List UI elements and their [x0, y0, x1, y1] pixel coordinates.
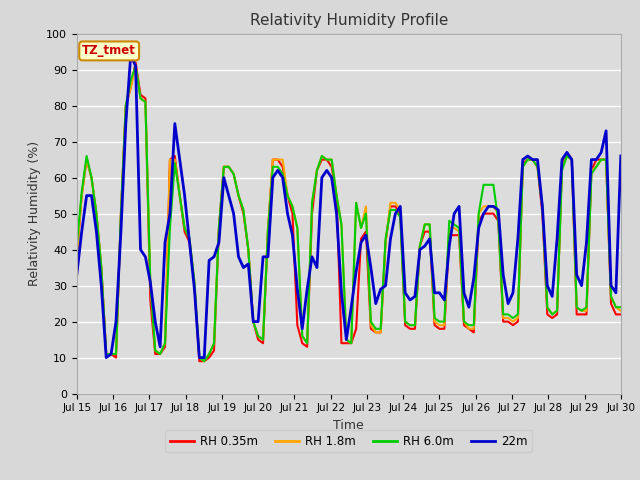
Line: 22m: 22m — [77, 55, 621, 358]
RH 6.0m — [73, 243, 81, 249]
RH 1.8m — [274, 156, 282, 162]
RH 6.0m — [200, 358, 208, 364]
X-axis label: Time: Time — [333, 419, 364, 432]
Line: RH 6.0m: RH 6.0m — [77, 66, 621, 361]
Line: RH 1.8m: RH 1.8m — [77, 66, 621, 361]
22m — [274, 168, 282, 173]
22m — [451, 211, 458, 216]
RH 0.35m — [617, 312, 625, 317]
RH 1.8m — [504, 315, 512, 321]
22m — [607, 283, 615, 288]
22m — [102, 355, 110, 360]
RH 1.8m — [387, 200, 394, 205]
22m — [475, 225, 483, 231]
RH 6.0m — [475, 211, 483, 216]
RH 1.8m — [132, 63, 140, 69]
RH 0.35m — [475, 218, 483, 224]
RH 6.0m — [607, 293, 615, 300]
RH 0.35m — [607, 300, 615, 306]
RH 0.35m — [132, 60, 140, 65]
RH 6.0m — [617, 304, 625, 310]
22m — [387, 236, 394, 241]
RH 6.0m — [451, 221, 458, 227]
Title: Relativity Humidity Profile: Relativity Humidity Profile — [250, 13, 448, 28]
Line: RH 0.35m: RH 0.35m — [77, 62, 621, 361]
RH 0.35m — [451, 232, 458, 238]
RH 6.0m — [387, 207, 394, 213]
RH 0.35m — [73, 254, 81, 260]
22m — [127, 52, 134, 58]
RH 0.35m — [387, 204, 394, 209]
RH 6.0m — [504, 312, 512, 317]
RH 6.0m — [274, 164, 282, 169]
Y-axis label: Relativity Humidity (%): Relativity Humidity (%) — [28, 141, 40, 286]
RH 1.8m — [451, 225, 458, 231]
RH 1.8m — [73, 254, 81, 260]
RH 1.8m — [617, 308, 625, 314]
RH 1.8m — [607, 293, 615, 300]
22m — [617, 153, 625, 159]
RH 0.35m — [504, 319, 512, 324]
RH 6.0m — [132, 63, 140, 69]
RH 1.8m — [475, 211, 483, 216]
22m — [504, 300, 512, 306]
RH 1.8m — [200, 358, 208, 364]
Text: TZ_tmet: TZ_tmet — [82, 44, 136, 58]
RH 0.35m — [195, 358, 203, 364]
Legend: RH 0.35m, RH 1.8m, RH 6.0m, 22m: RH 0.35m, RH 1.8m, RH 6.0m, 22m — [166, 430, 532, 453]
RH 0.35m — [274, 156, 282, 162]
22m — [73, 272, 81, 277]
